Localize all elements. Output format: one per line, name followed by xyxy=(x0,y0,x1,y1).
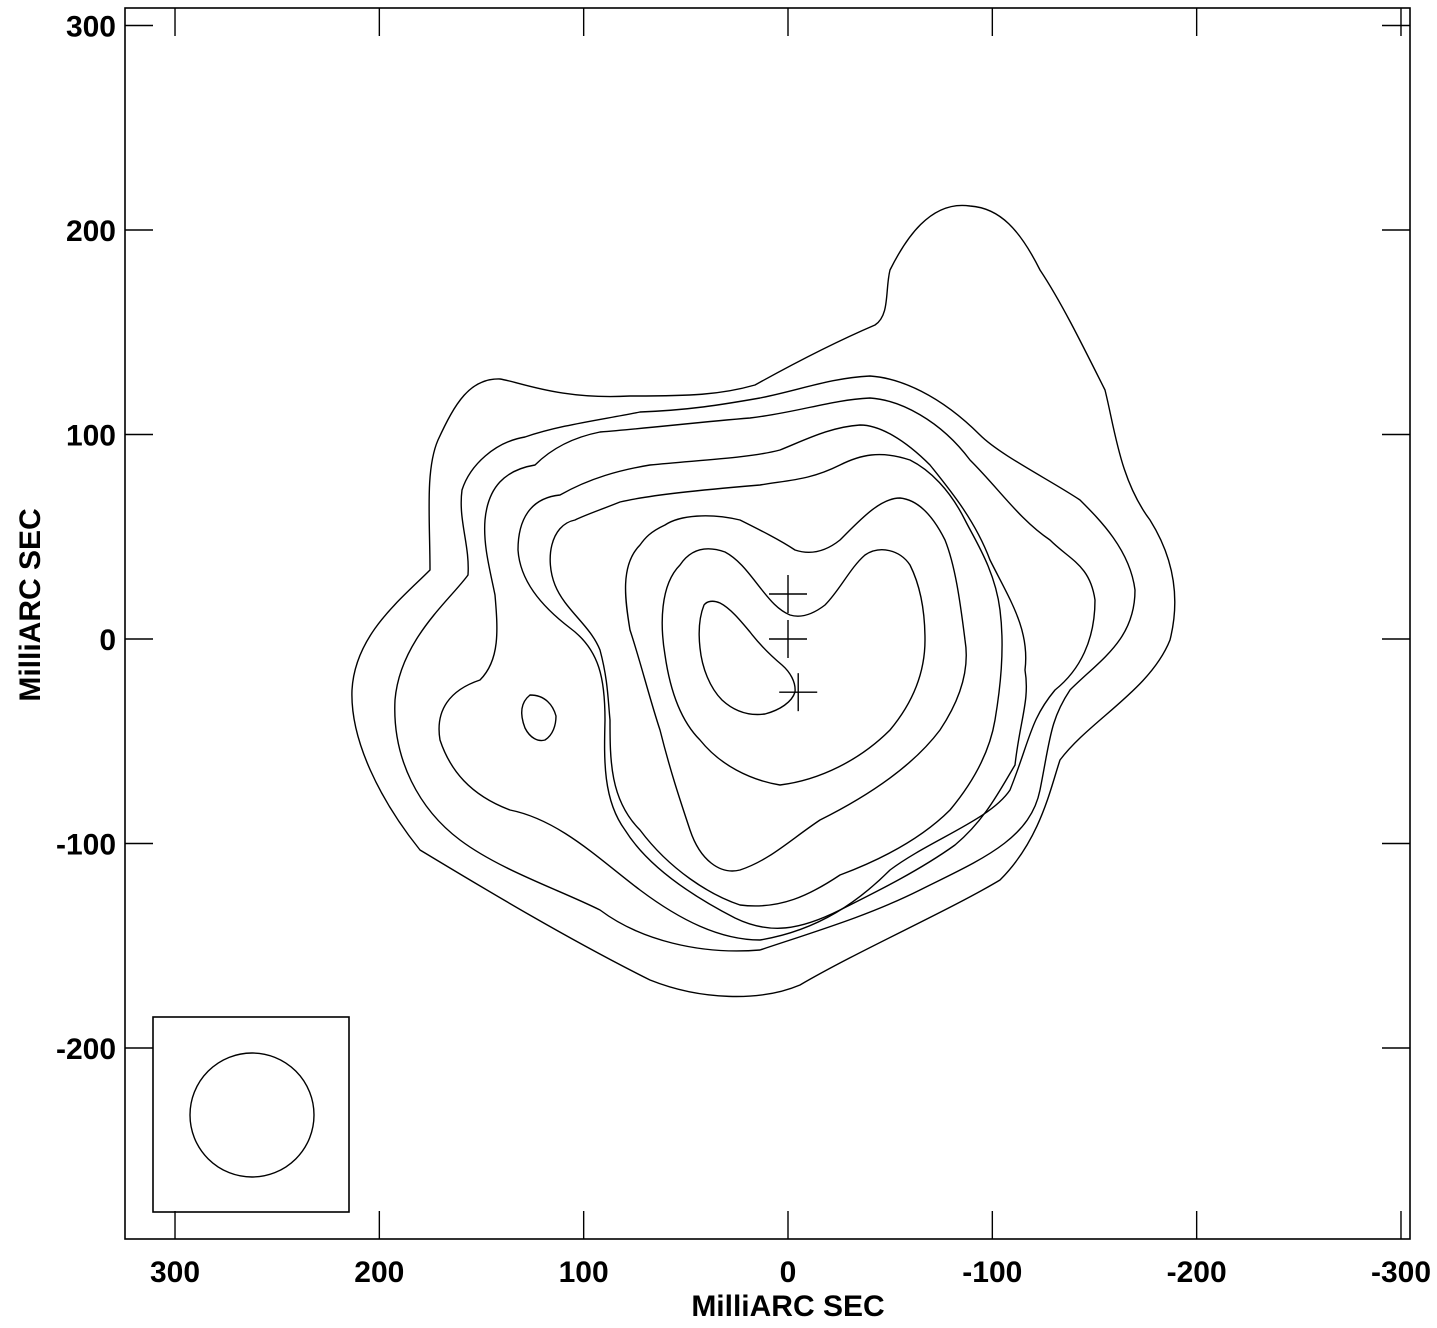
y-tick-labels: 300 200 100 0 -100 -200 xyxy=(56,11,116,1067)
beam-ellipse xyxy=(189,1052,315,1178)
x-tick-label: 300 xyxy=(150,1256,200,1289)
cross-marker xyxy=(769,575,807,614)
y-axis-title: MilliARC SEC xyxy=(14,508,47,701)
contour-lines xyxy=(351,204,1176,998)
beam-inset xyxy=(152,1016,350,1213)
y-tick-label: -100 xyxy=(56,829,116,862)
contour-island xyxy=(521,694,557,742)
contour-level-8 xyxy=(698,600,796,716)
y-tick-label: 100 xyxy=(66,420,116,453)
cross-marker xyxy=(779,673,818,712)
y-tick-label: 0 xyxy=(99,624,116,657)
x-tick-label: -100 xyxy=(962,1256,1022,1289)
y-tick-label: 300 xyxy=(66,11,116,44)
contour-level-6 xyxy=(624,497,967,872)
contour-level-2 xyxy=(394,375,1136,952)
x-tick-labels: 300 200 100 0 -100 -200 -300 xyxy=(150,1256,1431,1289)
plot-frame xyxy=(124,7,1411,1240)
x-tick-label: 0 xyxy=(780,1256,797,1289)
x-tick-label: 100 xyxy=(559,1256,609,1289)
contour-level-5 xyxy=(549,453,1003,907)
contour-level-1 xyxy=(351,204,1176,998)
contour-level-4 xyxy=(517,424,1028,929)
x-tick-label: -300 xyxy=(1371,1256,1431,1289)
source-markers xyxy=(769,575,818,712)
axis-ticks xyxy=(125,8,1410,1239)
y-tick-label: -200 xyxy=(56,1033,116,1066)
cross-marker xyxy=(769,620,807,658)
x-tick-label: -200 xyxy=(1167,1256,1227,1289)
y-tick-label: 200 xyxy=(66,215,116,248)
beam-box xyxy=(152,1016,350,1213)
contour-level-3 xyxy=(438,397,1096,941)
contour-level-7 xyxy=(661,548,926,786)
x-axis-title: MilliARC SEC xyxy=(691,1290,884,1323)
x-tick-label: 200 xyxy=(354,1256,404,1289)
